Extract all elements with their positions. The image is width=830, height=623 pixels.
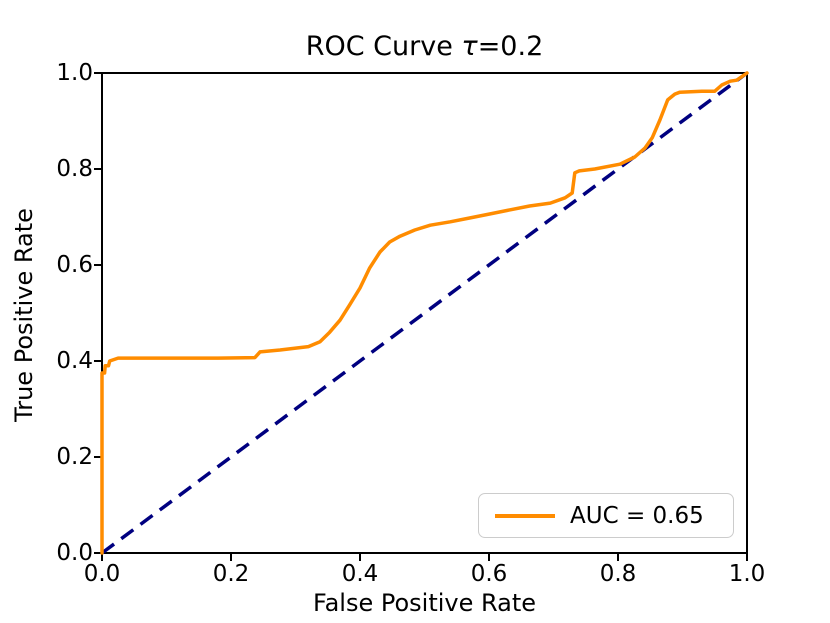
chart-title-tau: τ — [461, 31, 478, 62]
x-tick-label: 0.0 — [83, 561, 121, 587]
legend-label: AUC = 0.65 — [570, 502, 704, 529]
y-tick-label: 0.8 — [56, 156, 93, 182]
chart-title-prefix: ROC Curve — [305, 31, 462, 62]
x-tick-label: 0.2 — [212, 561, 250, 587]
chart-title-suffix: =0.2 — [477, 31, 544, 62]
x-tick-label: 1.0 — [728, 561, 766, 587]
x-axis-label: False Positive Rate — [312, 589, 537, 617]
y-tick-label: 1.0 — [56, 60, 93, 86]
y-tick-label: 0.4 — [56, 348, 93, 374]
y-tick-label: 0.0 — [56, 540, 93, 566]
y-tick-label: 0.2 — [56, 444, 93, 470]
roc-curve-line — [100, 71, 749, 555]
legend: AUC = 0.65 — [478, 493, 734, 538]
x-tick-label: 0.4 — [341, 561, 379, 587]
y-axis-label: True Positive Rate — [10, 208, 38, 422]
legend-curve-swatch — [495, 513, 555, 518]
x-tick-label: 0.8 — [599, 561, 637, 587]
chance-diagonal-line — [100, 71, 749, 555]
x-tick-label: 0.6 — [470, 561, 508, 587]
plot-border — [101, 72, 748, 554]
y-tick-label: 0.6 — [56, 252, 93, 278]
chart-title: ROC Curve τ=0.2 — [102, 31, 747, 62]
